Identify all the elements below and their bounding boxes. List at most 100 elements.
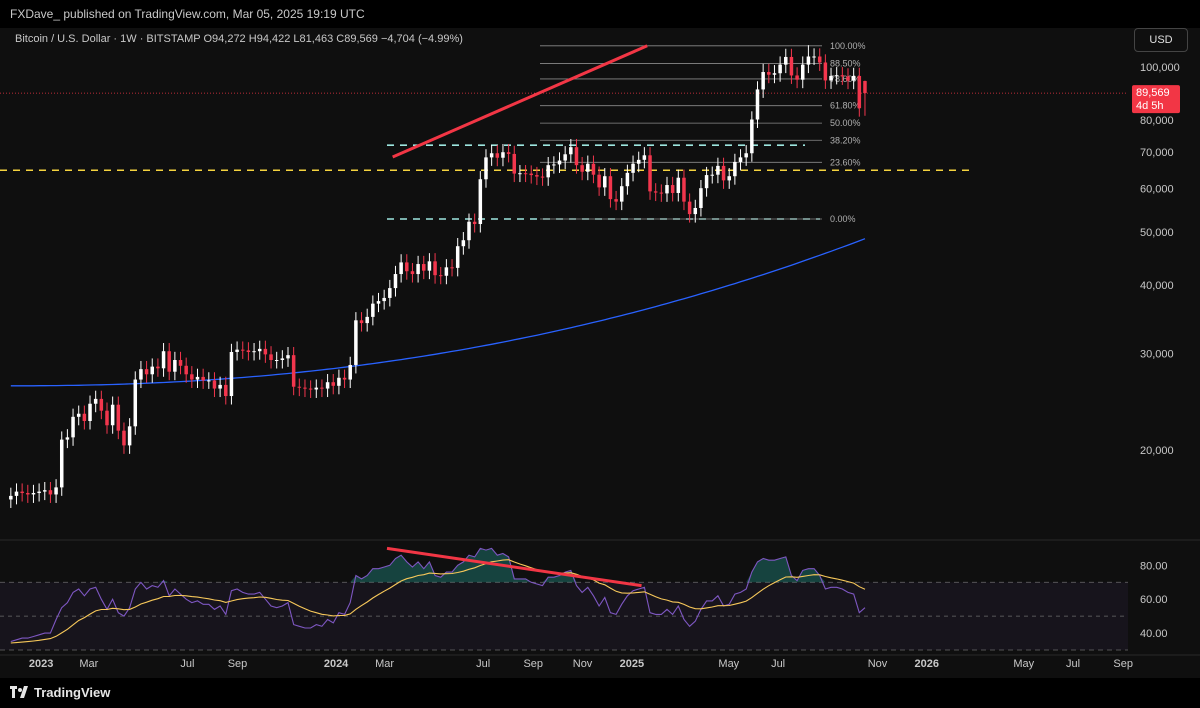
change-value: −4,704 (−4.99%) <box>380 33 463 45</box>
candle-body <box>851 75 856 81</box>
candle-body <box>14 491 19 496</box>
candle-body <box>274 360 279 362</box>
time-axis-tick: Jul <box>476 658 490 670</box>
candle-body <box>399 262 403 275</box>
candle-body <box>744 153 748 158</box>
time-axis-tick: Sep <box>523 658 543 670</box>
candle-body <box>48 490 53 495</box>
time-axis-tick: 2023 <box>29 658 53 670</box>
high-label: H <box>248 33 257 45</box>
candle-body <box>88 403 92 422</box>
grid-layer <box>0 539 1200 656</box>
price-axis-tick: 30,000 <box>1140 349 1174 361</box>
candle-body <box>43 490 47 492</box>
candle-body <box>178 360 183 366</box>
time-axis-tick: Jul <box>1066 658 1080 670</box>
candle-body <box>422 264 426 271</box>
rsi-axis-tick: 60.00 <box>1140 594 1168 606</box>
candle-body <box>201 376 205 381</box>
candle-body <box>840 75 845 77</box>
candle-body <box>388 288 392 298</box>
rsi-divergence-line <box>386 546 642 588</box>
candle-body <box>636 159 641 164</box>
candle-body <box>755 89 760 120</box>
candle-body <box>26 493 30 495</box>
candle-body <box>631 163 635 173</box>
candle-body <box>212 380 217 389</box>
time-axis-tick: Mar <box>79 658 98 670</box>
candle-body <box>789 56 794 76</box>
time-axis-tick: Sep <box>1113 658 1133 670</box>
candle-body <box>704 175 709 189</box>
candle-body <box>269 354 273 361</box>
candle-body <box>523 173 528 175</box>
price-tag-countdown: 4d 5h <box>1136 100 1164 112</box>
candle-body <box>20 491 24 494</box>
low-label: L <box>293 33 300 45</box>
rsi-band-fill <box>0 582 1128 650</box>
candle-body <box>190 374 194 380</box>
candle-body <box>591 163 596 175</box>
candle-body <box>410 271 415 275</box>
trendline <box>392 44 648 159</box>
candle-body <box>823 62 828 81</box>
rsi-ma-line <box>10 559 866 644</box>
candle-body <box>280 358 285 361</box>
candle-body <box>229 351 234 397</box>
currency-button[interactable]: USD <box>1134 28 1188 52</box>
candle-body <box>512 153 517 174</box>
candle-body <box>354 320 358 365</box>
candle-body <box>767 72 771 75</box>
candle-body <box>365 316 369 324</box>
candle-body <box>110 404 115 426</box>
tradingview-brand[interactable]: TradingView <box>10 685 110 700</box>
candle-body <box>342 377 347 380</box>
candle-body <box>382 297 386 302</box>
candle-body <box>501 152 505 158</box>
candle-body <box>9 495 13 500</box>
candle-body <box>670 185 675 193</box>
candle-body <box>535 175 539 177</box>
axis-layer: 100,000 80,000 70,000 60,000 50,000 40,000 30,… <box>29 62 1180 670</box>
candle-body <box>614 199 618 202</box>
candle-body <box>263 348 268 355</box>
candle-body <box>235 349 239 352</box>
price-tag-box <box>1132 85 1180 114</box>
candle-body <box>557 160 562 165</box>
candle-body <box>478 179 483 225</box>
price-axis-tick: 70,000 <box>1140 147 1174 159</box>
candle-body <box>857 75 862 109</box>
candle-body <box>393 274 398 289</box>
candle-body <box>518 173 522 175</box>
candle-body <box>716 165 720 175</box>
bottom-bar <box>0 678 1200 708</box>
candle-body <box>195 376 200 380</box>
time-axis-tick: Sep <box>228 658 248 670</box>
published-line: FXDave_ published on TradingView.com, Ma… <box>10 7 365 21</box>
candle-body <box>257 348 262 352</box>
candle-body <box>167 351 171 372</box>
candle-body <box>427 261 432 271</box>
candle-body <box>173 360 177 372</box>
time-axis-tick: Jul <box>771 658 785 670</box>
price-axis-tick: 20,000 <box>1140 445 1174 457</box>
candle-body <box>687 201 692 215</box>
candle-body <box>529 173 533 176</box>
time-axis-tick: Nov <box>868 658 888 670</box>
candle-body <box>795 75 799 80</box>
price-axis-tick: 60,000 <box>1140 184 1174 196</box>
candle-body <box>727 176 731 181</box>
candle-body <box>506 152 511 154</box>
candle-body <box>738 157 743 162</box>
time-axis-tick: May <box>1013 658 1034 670</box>
chart-frame <box>0 28 1200 678</box>
candle-body <box>405 262 409 272</box>
brand-name: TradingView <box>34 685 111 700</box>
candle-body <box>348 364 352 380</box>
candle-body <box>297 386 302 388</box>
fib-level-label: 100.00% <box>830 41 866 51</box>
top-header-bar: FXDave_ published on TradingView.com, Ma… <box>0 0 1200 28</box>
time-axis-tick: May <box>718 658 739 670</box>
fib-level-label: 88.50% <box>830 58 861 68</box>
